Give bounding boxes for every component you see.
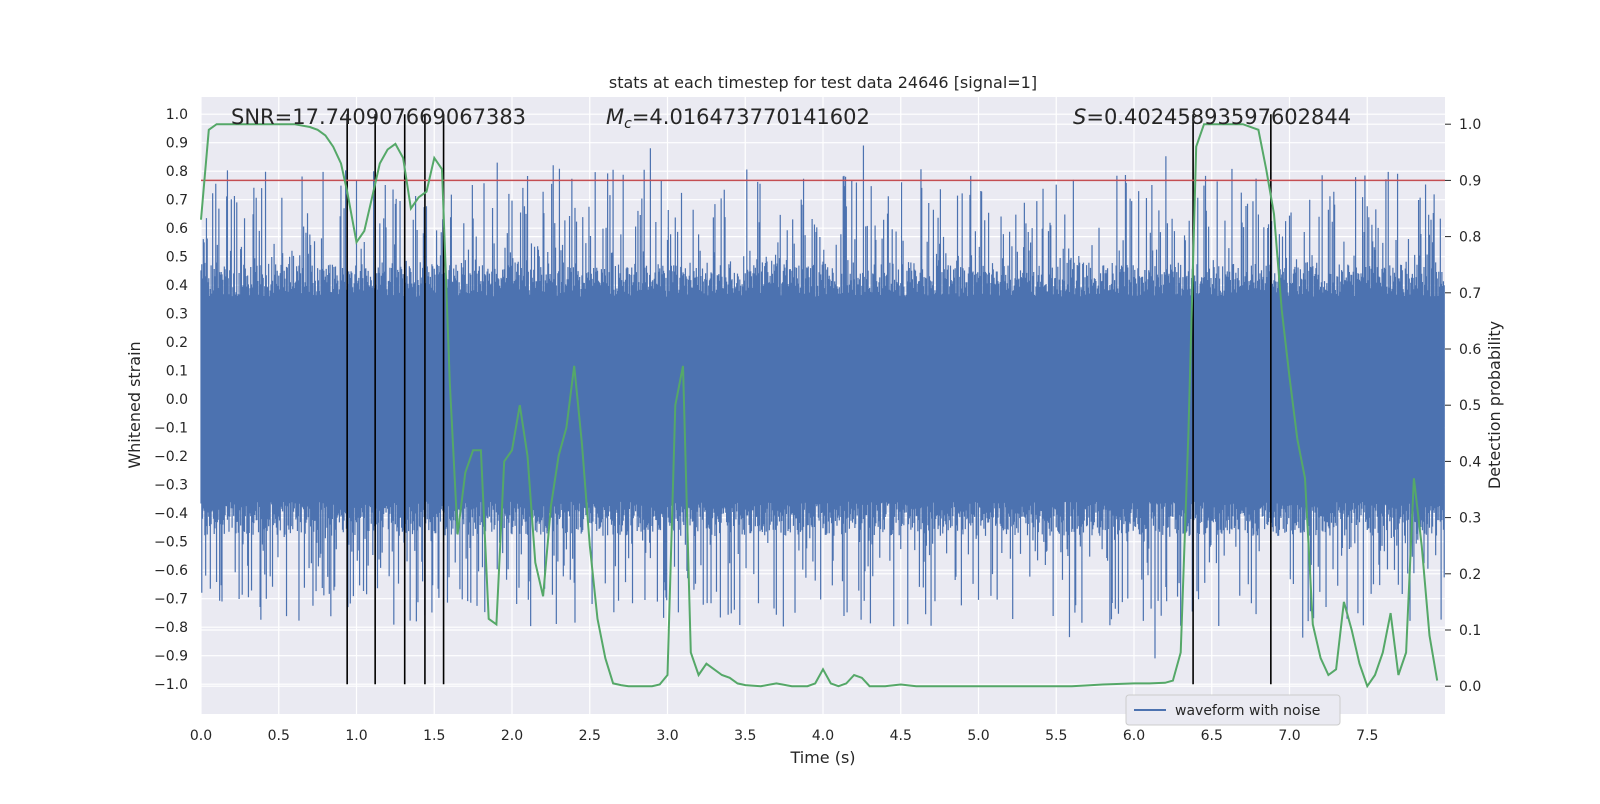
- y-right-tick-label: 0.8: [1459, 230, 1481, 246]
- x-tick-label: 0.0: [190, 728, 212, 744]
- mc-annotation: Mc=4.016473770141602: [606, 105, 870, 132]
- x-axis-ticks: 0.0 0.5 1.0 1.5 2.0 2.5 3.0 3.5 4.0 4.5 5.0 5.5 6.0 6…: [190, 728, 1379, 744]
- detection-probability-line: [200, 123, 1439, 689]
- y-right-tick-label: 0.0: [1459, 679, 1481, 695]
- y-left-axis-ticks: 1.0 0.9 0.8 0.7 0.6 0.5 0.4 0.3 0.2 0.1 0.0 −0.1 −0.…: [154, 107, 188, 693]
- y-left-tick-label: 0.3: [166, 307, 188, 323]
- y-left-tick-label: 0.7: [166, 193, 188, 209]
- y-left-tick-label: 0.4: [166, 278, 188, 294]
- x-tick-label: 2.0: [501, 728, 523, 744]
- x-tick-label: 5.0: [967, 728, 989, 744]
- y-left-tick-label: 0.8: [166, 164, 188, 180]
- x-tick-label: 7.0: [1278, 728, 1300, 744]
- y-left-tick-label: 0.6: [166, 221, 188, 237]
- x-tick-label: 1.5: [423, 728, 445, 744]
- x-tick-label: 2.5: [579, 728, 601, 744]
- y-left-tick-label: −0.5: [154, 535, 188, 551]
- y-right-tick-label: 0.1: [1459, 623, 1481, 639]
- waveform-path: [200, 145, 1445, 659]
- y-left-tick-label: −0.8: [154, 620, 188, 636]
- y-left-tick-label: −0.6: [154, 563, 188, 579]
- y-left-tick-label: 0.9: [166, 136, 188, 152]
- x-tick-label: 4.0: [812, 728, 834, 744]
- y-left-tick-label: 1.0: [166, 107, 188, 123]
- legend: waveform with noise: [1125, 694, 1341, 726]
- y-right-tick-label: 0.9: [1459, 173, 1481, 189]
- y-right-tick-label: 0.6: [1459, 342, 1481, 358]
- waveform-series: [200, 145, 1445, 659]
- y-left-tick-label: −0.4: [154, 506, 188, 522]
- y-right-tick-label: 0.2: [1459, 567, 1481, 583]
- y-right-axis-ticks: 1.0 0.9 0.8 0.7 0.6 0.5 0.4 0.3 0.2 0.1 0.0: [1445, 117, 1481, 695]
- legend-box: [1125, 694, 1341, 726]
- x-tick-label: 6.0: [1123, 728, 1145, 744]
- y-right-tick-label: 1.0: [1459, 117, 1481, 133]
- y-left-tick-label: −0.3: [154, 478, 188, 494]
- x-tick-label: 3.0: [656, 728, 678, 744]
- y-right-tick-label: 0.5: [1459, 398, 1481, 414]
- y-left-tick-label: −0.7: [154, 592, 188, 608]
- x-tick-label: 4.5: [890, 728, 912, 744]
- x-axis-label: Time (s): [789, 748, 855, 767]
- y-right-tick-label: 0.7: [1459, 286, 1481, 302]
- s-annotation: S=0.40245893597602844: [1073, 105, 1351, 129]
- y-left-tick-label: 0.1: [166, 364, 188, 380]
- y-right-axis-label: Detection probability: [1485, 321, 1504, 489]
- x-tick-label: 6.5: [1201, 728, 1223, 744]
- y-left-tick-label: −0.1: [154, 421, 188, 437]
- y-left-tick-label: 0.0: [166, 392, 188, 408]
- x-tick-label: 0.5: [268, 728, 290, 744]
- y-left-tick-label: 0.2: [166, 335, 188, 351]
- y-left-tick-label: −0.9: [154, 649, 188, 665]
- y-left-tick-label: −0.2: [154, 449, 188, 465]
- legend-label: waveform with noise: [1175, 703, 1320, 719]
- y-left-axis-label: Whitened strain: [125, 341, 144, 468]
- snr-annotation: SNR=17.740907669067383: [231, 105, 526, 129]
- chart-title: stats at each timestep for test data 246…: [609, 73, 1037, 92]
- x-tick-label: 1.0: [345, 728, 367, 744]
- x-tick-label: 3.5: [734, 728, 756, 744]
- x-tick-label: 5.5: [1045, 728, 1067, 744]
- y-right-tick-label: 0.3: [1459, 511, 1481, 527]
- y-left-tick-label: −1.0: [154, 677, 188, 693]
- y-right-tick-label: 0.4: [1459, 454, 1481, 470]
- y-left-tick-label: 0.5: [166, 250, 188, 266]
- x-tick-label: 7.5: [1356, 728, 1378, 744]
